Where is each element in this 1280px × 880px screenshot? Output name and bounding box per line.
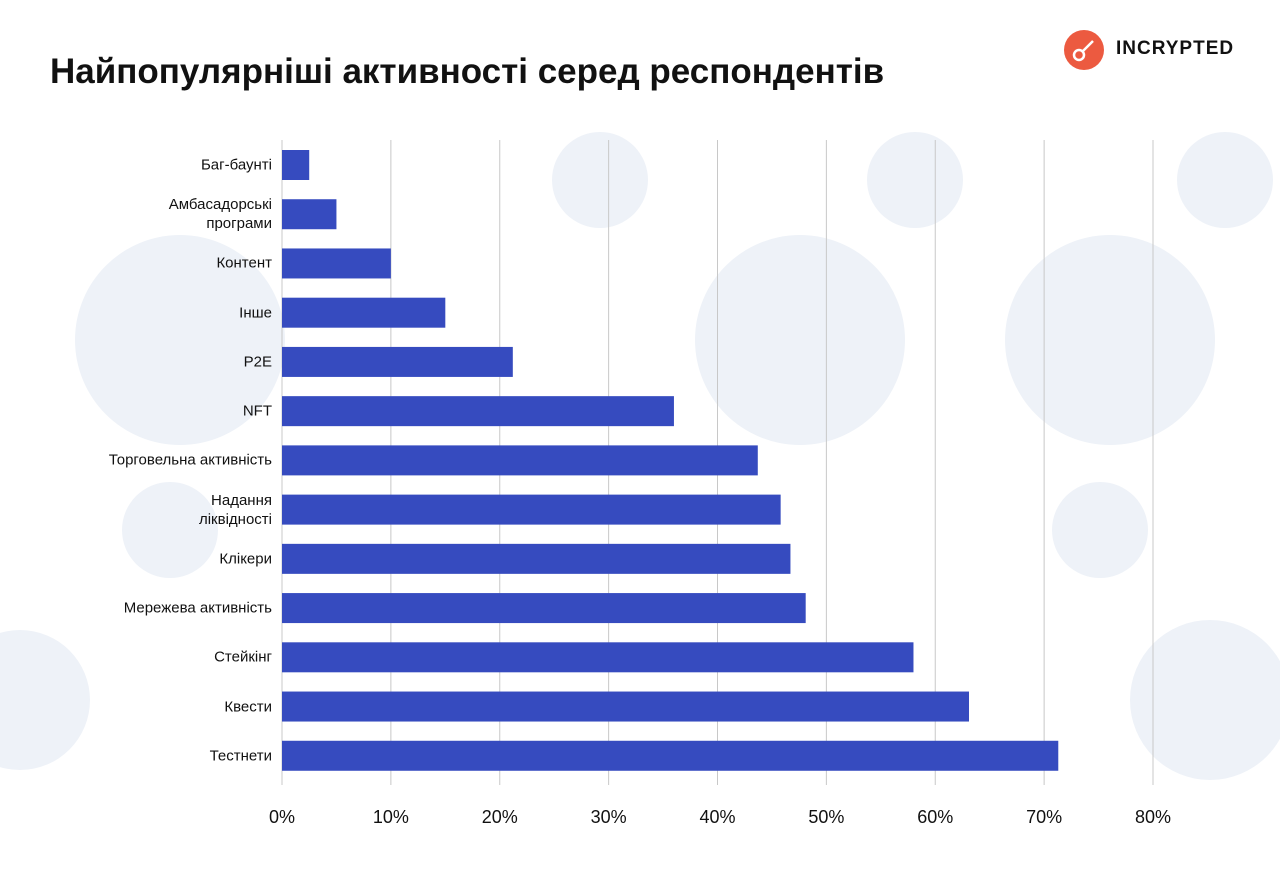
y-tick-label: NFT bbox=[242, 402, 272, 420]
bar bbox=[282, 740, 1059, 771]
y-tick-label: Мережева активність bbox=[123, 599, 272, 617]
bar bbox=[282, 396, 674, 427]
x-tick-label: 40% bbox=[699, 807, 736, 827]
logo-key bbox=[1082, 40, 1094, 52]
decor bbox=[552, 132, 648, 228]
decor bbox=[122, 482, 218, 578]
x-tick-label: 60% bbox=[917, 807, 954, 827]
y-tick-label: Квести bbox=[224, 698, 272, 716]
bar bbox=[282, 642, 914, 673]
y-tick-label: Стейкінг bbox=[214, 648, 272, 666]
brand: INCRYPTED bbox=[1116, 38, 1235, 59]
x-tick-label: 30% bbox=[590, 807, 627, 827]
bar bbox=[282, 593, 806, 624]
decor bbox=[1177, 132, 1273, 228]
y-tick-label: Амбасадорські програми bbox=[168, 196, 272, 233]
bar bbox=[282, 248, 391, 279]
decor bbox=[867, 132, 963, 228]
x-tick-label: 70% bbox=[1026, 807, 1063, 827]
y-tick-label: Контент bbox=[216, 254, 272, 272]
bar bbox=[282, 346, 513, 377]
bar bbox=[282, 297, 446, 328]
decor bbox=[0, 630, 90, 770]
y-tick-label: Клікери bbox=[219, 550, 272, 568]
y-tick-label: P2E bbox=[243, 353, 272, 371]
y-tick-label: Надання ліквідності bbox=[198, 491, 272, 528]
decor bbox=[75, 235, 285, 445]
logo-key bbox=[1072, 48, 1086, 62]
decor bbox=[1005, 235, 1215, 445]
bar bbox=[282, 494, 781, 525]
x-tick-label: 80% bbox=[1134, 807, 1172, 827]
y-tick-label: Тестнети bbox=[209, 747, 272, 765]
y-tick-label: Інше bbox=[239, 304, 272, 322]
bar bbox=[282, 543, 791, 574]
logo bbox=[1064, 30, 1104, 70]
decor bbox=[1130, 620, 1280, 780]
x-tick-label: 10% bbox=[372, 807, 409, 827]
background-decor bbox=[0, 132, 1280, 780]
bar bbox=[282, 445, 758, 476]
bar bbox=[282, 691, 970, 722]
x-tick-label: 0% bbox=[268, 807, 295, 827]
decor bbox=[695, 235, 905, 445]
chart-title: Найпопулярніші активності серед респонде… bbox=[50, 52, 885, 91]
bar bbox=[282, 150, 310, 180]
decor bbox=[1052, 482, 1148, 578]
bar bbox=[282, 199, 337, 230]
x-tick-label: 20% bbox=[481, 807, 518, 827]
y-tick-label: Баг-баунті bbox=[200, 156, 272, 174]
y-tick-label: Торговельна активність bbox=[108, 451, 272, 469]
x-tick-label: 50% bbox=[808, 807, 845, 827]
